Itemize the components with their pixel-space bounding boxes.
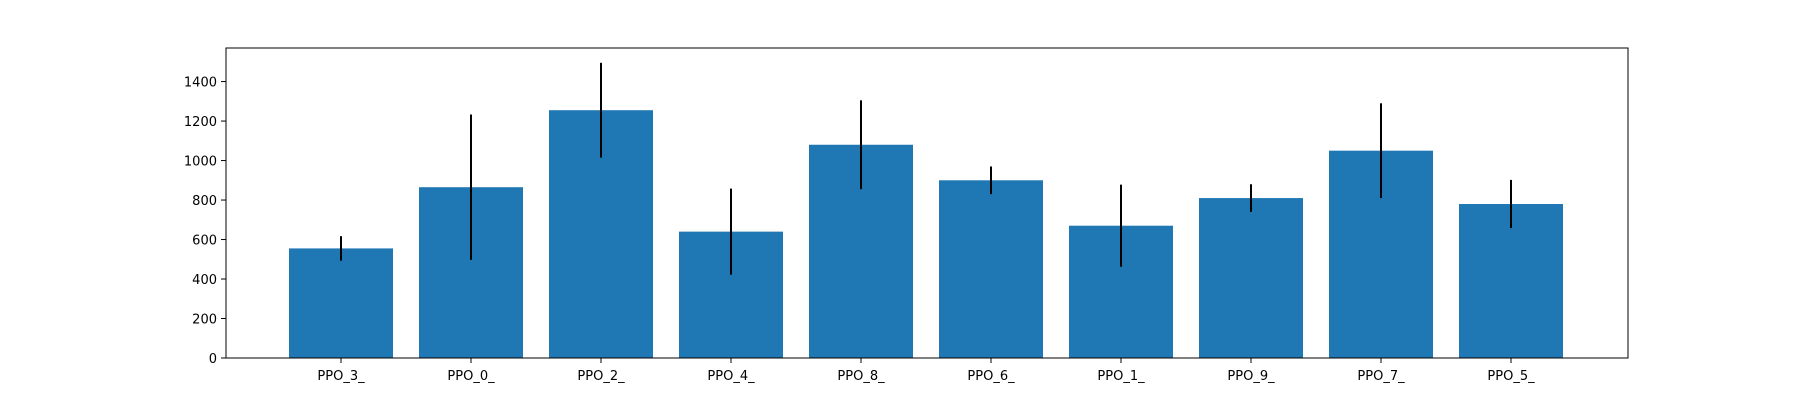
x-tick-label: PPO_3_ [317,369,365,384]
x-tick-label: PPO_6_ [967,369,1015,384]
plot-area-frame [225,47,1629,359]
y-tick-label: 600 [192,234,217,249]
x-tick-label: PPO_7_ [1357,369,1405,384]
x-tick-label: PPO_8_ [837,369,885,384]
y-tick-label: 400 [192,273,217,288]
x-tick-label: PPO_0_ [447,369,495,384]
y-tick-label: 200 [192,313,217,328]
x-axis: PPO_3_ PPO_0_ PPO_2_ PPO_4_ PPO_8_ PPO_6_ PPO_… [317,358,1535,384]
x-tick-label: PPO_4_ [707,369,755,384]
y-tick-label: 1200 [184,115,217,130]
y-axis: 0 200 400 600 800 1000 1200 1400 [184,76,226,367]
bar-ppo-3 [289,248,393,358]
bar-ppo-6 [939,180,1043,358]
x-tick-label: PPO_5_ [1487,369,1535,384]
x-tick-label: PPO_1_ [1097,369,1145,384]
y-tick-label: 1000 [184,155,217,170]
y-tick-label: 0 [209,352,217,367]
y-tick-label: 800 [192,194,217,209]
bar-ppo-9 [1199,198,1303,358]
x-tick-label: PPO_9_ [1227,369,1275,384]
error-bars-layer [340,62,1512,275]
bar-ppo-5 [1459,203,1563,358]
y-tick-label: 1400 [184,76,217,91]
x-tick-label: PPO_2_ [577,369,625,384]
